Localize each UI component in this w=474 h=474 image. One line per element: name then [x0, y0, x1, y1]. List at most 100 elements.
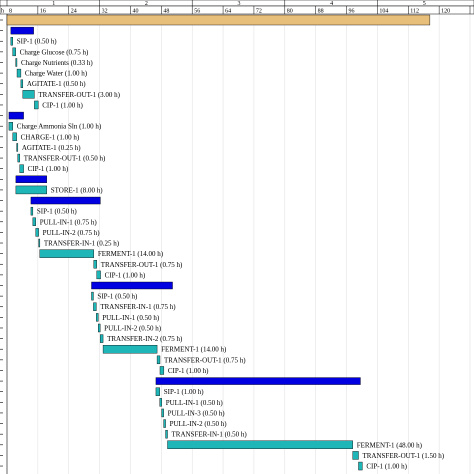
- hour-tick-label: 32: [102, 9, 108, 15]
- operation-label: CIP-1 (1.00 h): [168, 367, 209, 375]
- operation-label: PULL-IN-2 (0.50 h): [170, 420, 228, 428]
- operation-label: TRANSFER-IN-2 (0.75 h): [107, 335, 183, 343]
- bars-layer: [6, 14, 431, 471]
- operation-bar: [96, 313, 99, 322]
- operation-label: Charge Ammonia Sln (1.00 h): [17, 123, 102, 131]
- axis-hour-row: [0, 5, 474, 15]
- hour-tick-label: 16: [40, 9, 46, 15]
- operation-label: PULL-IN-1 (0.50 h): [166, 399, 224, 407]
- operation-label: FERMENT-1 (48.00 h): [357, 441, 423, 449]
- operation-label: TRANSFER-OUT-1 (0.75 h): [101, 261, 183, 269]
- operation-label: STORE-1 (8.00 h): [51, 186, 103, 194]
- operation-bar: [22, 90, 35, 99]
- operation-bar: [16, 143, 19, 152]
- operation-label: AGITATE-1 (0.25 h): [22, 144, 81, 152]
- operation-bar: [8, 121, 13, 131]
- operation-bar: [35, 228, 39, 237]
- operation-bar: [96, 270, 101, 280]
- day-tick-label: 2: [145, 1, 148, 7]
- hour-tick-label: 56: [194, 9, 200, 15]
- operation-bar: [19, 164, 24, 173]
- operation-label: SIP-1 (0.50 h): [97, 293, 138, 301]
- operation-label: CIP-1 (1.00 h): [366, 463, 407, 471]
- operation-label: TRANSFER-OUT-1 (0.75 h): [164, 356, 246, 364]
- operation-bar: [15, 185, 47, 195]
- operation-bar: [161, 408, 164, 418]
- operation-bar: [30, 206, 34, 216]
- operation-bar: [91, 291, 94, 301]
- operation-bar: [16, 68, 22, 78]
- hour-tick-label: 8: [9, 9, 12, 15]
- operation-label: CIP-1 (1.00 h): [28, 165, 69, 173]
- operation-bar: [352, 451, 359, 460]
- operation-bar: [10, 37, 13, 46]
- axis-unit-label: h: [1, 9, 4, 15]
- operation-label: PULL-IN-2 (0.50 h): [104, 324, 162, 332]
- day-tick-label: 4: [330, 1, 333, 7]
- operation-label: TRANSFER-IN-1 (0.75 h): [100, 303, 176, 311]
- operation-label: Charge Glucose (0.75 h): [20, 48, 89, 56]
- day-tick-label: 1: [52, 1, 55, 7]
- operation-bar: [17, 153, 20, 163]
- operation-label: Charge Water (1.00 h): [25, 70, 88, 78]
- hour-tick-label: 64: [225, 9, 231, 15]
- hour-tick-label: 24: [71, 9, 77, 15]
- bar-labels-layer: SIP-1 (0.50 h) Charge Glucose (0.75 h) Cha…: [17, 38, 445, 471]
- operation-bar: [39, 249, 95, 258]
- operation-label: CIP-1 (1.00 h): [42, 101, 83, 109]
- operation-label: FERMENT-1 (14.00 h): [161, 346, 227, 354]
- procedure-bar: [15, 175, 47, 184]
- grid-layer: [0, 14, 471, 474]
- operation-label: TRANSFER-OUT-1 (1.50 h): [362, 452, 444, 460]
- operation-bar: [32, 217, 36, 226]
- operation-label: CHARGE-1 (1.00 h): [21, 133, 80, 141]
- procedure-bar: [30, 196, 101, 205]
- operation-label: TRANSFER-OUT-1 (0.50 h): [24, 155, 106, 163]
- operation-bar: [20, 79, 24, 88]
- hour-tick-label: 40: [132, 9, 138, 15]
- operation-bar: [102, 345, 158, 354]
- operation-label: Charge Nutrients (0.33 h): [21, 59, 93, 67]
- operation-bar: [34, 100, 39, 110]
- operation-label: CIP-1 (1.00 h): [105, 271, 146, 279]
- procedure-bar: [91, 281, 173, 290]
- operation-label: AGITATE-1 (0.50 h): [27, 80, 86, 88]
- operation-bar: [93, 302, 97, 311]
- day-tick-label: 3: [238, 1, 241, 7]
- operation-label: FERMENT-1 (14.00 h): [98, 250, 164, 258]
- operation-bar: [159, 366, 165, 375]
- operation-label: TRANSFER-OUT-1 (3.00 h): [38, 91, 120, 99]
- procedure-bar: [155, 377, 361, 385]
- hour-tick-label: 80: [287, 9, 293, 15]
- operation-bar: [159, 398, 162, 407]
- operation-label: TRANSFER-IN-1 (0.50 h): [172, 431, 248, 439]
- operation-label: PULL-IN-3 (0.50 h): [168, 409, 226, 417]
- operation-bar: [167, 440, 353, 449]
- time-axis: h 1 2 3 4 5 8 16 24 32 40 48 56 64 72 80 88 96 104 112 120: [0, 0, 474, 15]
- operation-bar: [15, 58, 18, 67]
- operation-bar: [163, 419, 166, 428]
- operation-bar: [38, 238, 41, 248]
- operation-label: PULL-IN-1 (0.50 h): [102, 314, 160, 322]
- operation-bar: [12, 47, 16, 57]
- operation-bar: [99, 334, 104, 343]
- hour-tick-label: 72: [256, 9, 262, 15]
- procedure-bar: [8, 111, 24, 120]
- hour-tick-label: 104: [379, 9, 388, 15]
- operation-bar: [156, 355, 161, 365]
- operation-label: PULL-IN-1 (0.75 h): [40, 218, 98, 226]
- operation-bar: [155, 387, 160, 396]
- hour-tick-label: 48: [163, 9, 169, 15]
- operation-label: SIP-1 (1.00 h): [164, 388, 205, 396]
- operation-label: TRANSFER-IN-1 (0.25 h): [44, 240, 120, 248]
- hour-tick-label: 112: [410, 9, 419, 15]
- operation-bar: [165, 429, 168, 439]
- operation-bar: [93, 260, 97, 269]
- operation-bar: [98, 323, 101, 333]
- hour-tick-label: 120: [441, 9, 450, 15]
- day-tick-label: 5: [423, 1, 426, 7]
- hour-tick-label: 96: [349, 9, 355, 15]
- hour-tick-label: 88: [318, 9, 324, 15]
- operation-label: PULL-IN-2 (0.75 h): [43, 229, 101, 237]
